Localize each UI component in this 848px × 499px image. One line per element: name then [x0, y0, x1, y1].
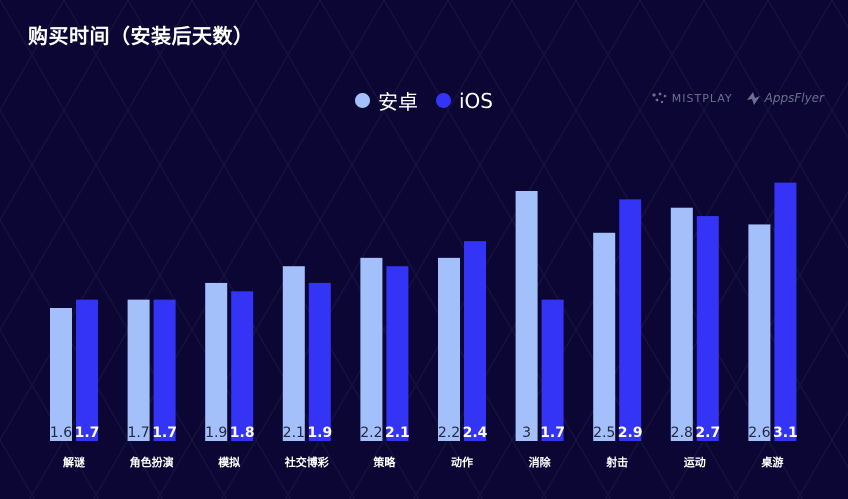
- data-label-ios: 1.7: [75, 425, 100, 441]
- category-tick-label: 解谜: [63, 455, 86, 469]
- data-label-android: 1.7: [127, 425, 149, 441]
- watermark: MISTPLAY AppsFlyer: [650, 90, 824, 106]
- category-tick-label: 射击: [605, 455, 628, 469]
- bar-ios: [308, 282, 331, 441]
- bar-android: [205, 282, 228, 441]
- data-label-ios: 2.1: [385, 425, 410, 441]
- bar-ios: [153, 299, 176, 441]
- legend-label-ios: iOS: [459, 88, 493, 113]
- data-label-ios: 3.1: [773, 425, 798, 441]
- data-label-ios: 2.7: [695, 425, 720, 441]
- data-label-android: 2.2: [360, 425, 382, 441]
- data-label-android: 2.5: [593, 425, 615, 441]
- data-label-ios: 1.9: [307, 425, 332, 441]
- category-tick-label: 模拟: [218, 455, 240, 469]
- bar-ios: [774, 182, 797, 441]
- bar-ios: [386, 266, 409, 441]
- data-label-android: 2.2: [438, 425, 460, 441]
- category-tick-label: 运动: [684, 455, 706, 469]
- bar-ios: [696, 216, 719, 441]
- appsflyer-wordmark: AppsFlyer: [764, 91, 824, 105]
- category-tick-label: 社交博彩: [284, 455, 329, 469]
- bar-android: [593, 232, 616, 441]
- bar-ios: [76, 299, 98, 441]
- mistplay-icon: [652, 92, 667, 104]
- bar-android: [50, 308, 72, 441]
- bar-ios: [619, 199, 642, 441]
- bar-ios: [231, 291, 254, 441]
- bar-android: [438, 257, 460, 441]
- chart-title: 购买时间（安装后天数）: [28, 24, 254, 48]
- bars-layer: [50, 182, 797, 441]
- appsflyer-logo: AppsFlyer: [745, 90, 824, 106]
- data-label-android: 2.8: [671, 425, 693, 441]
- legend-swatch-android: [355, 93, 370, 108]
- category-tick-label: 桌游: [760, 455, 783, 469]
- bar-ios: [541, 299, 564, 441]
- bar-android: [282, 266, 305, 441]
- legend-item-android: 安卓: [355, 86, 418, 115]
- data-label-android: 1.9: [205, 425, 227, 441]
- data-label-ios: 1.7: [152, 425, 177, 441]
- bar-android: [127, 299, 150, 441]
- bar-ios: [464, 241, 486, 441]
- bar-android: [748, 224, 771, 441]
- category-tick-label: 角色扮演: [130, 455, 174, 469]
- data-label-ios: 1.8: [230, 425, 255, 441]
- data-label-ios: 2.9: [618, 425, 643, 441]
- bar-android: [515, 191, 538, 441]
- category-tick-label: 动作: [451, 455, 473, 469]
- legend: 安卓 iOS: [0, 86, 848, 115]
- data-label-android: 2.6: [748, 425, 770, 441]
- data-label-ios: 2.4: [463, 425, 488, 441]
- bar-android: [360, 257, 383, 441]
- mistplay-wordmark: MISTPLAY: [671, 91, 733, 105]
- data-label-android: 2.1: [283, 425, 305, 441]
- appsflyer-icon: [746, 92, 760, 105]
- legend-label-android: 安卓: [378, 90, 418, 114]
- bar-android: [670, 207, 693, 441]
- data-label-ios: 1.7: [540, 425, 565, 441]
- mistplay-logo: MISTPLAY: [650, 91, 733, 105]
- legend-swatch-ios: [436, 93, 451, 108]
- data-label-android: 3: [522, 425, 531, 441]
- data-label-android: 1.6: [50, 425, 72, 441]
- legend-item-ios: iOS: [436, 89, 493, 113]
- category-tick-label: 消除: [529, 455, 552, 469]
- category-tick-label: 策略: [372, 455, 396, 469]
